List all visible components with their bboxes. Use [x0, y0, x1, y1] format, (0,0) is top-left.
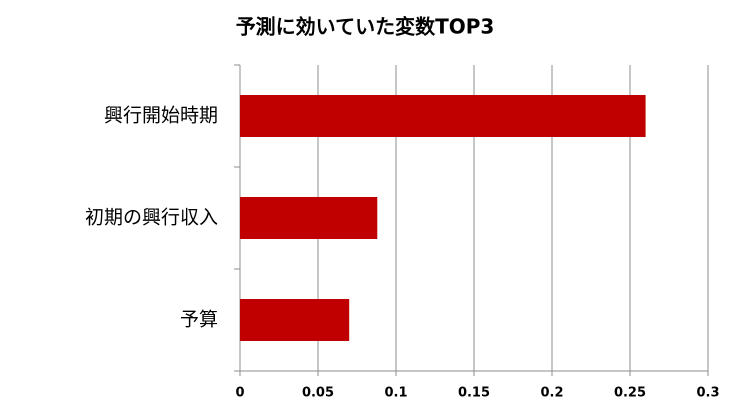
bar: [240, 95, 646, 137]
x-tick-label: 0.1: [384, 386, 407, 401]
y-tick-label: 予算: [180, 309, 218, 331]
bar: [240, 197, 378, 239]
x-tick-label: 0.05: [302, 386, 334, 401]
y-tick-label: 興行開始時期: [104, 105, 218, 127]
x-tick-label: 0.25: [614, 386, 646, 401]
y-tick-label: 初期の興行収入: [85, 207, 218, 229]
x-tick-label: 0.15: [458, 386, 490, 401]
x-tick-label: 0: [235, 386, 244, 401]
bar: [240, 299, 350, 341]
chart-title: 予測に効いていた変数TOP3: [236, 15, 495, 39]
x-tick-label: 0.3: [696, 386, 719, 401]
x-tick-label: 0.2: [540, 386, 563, 401]
